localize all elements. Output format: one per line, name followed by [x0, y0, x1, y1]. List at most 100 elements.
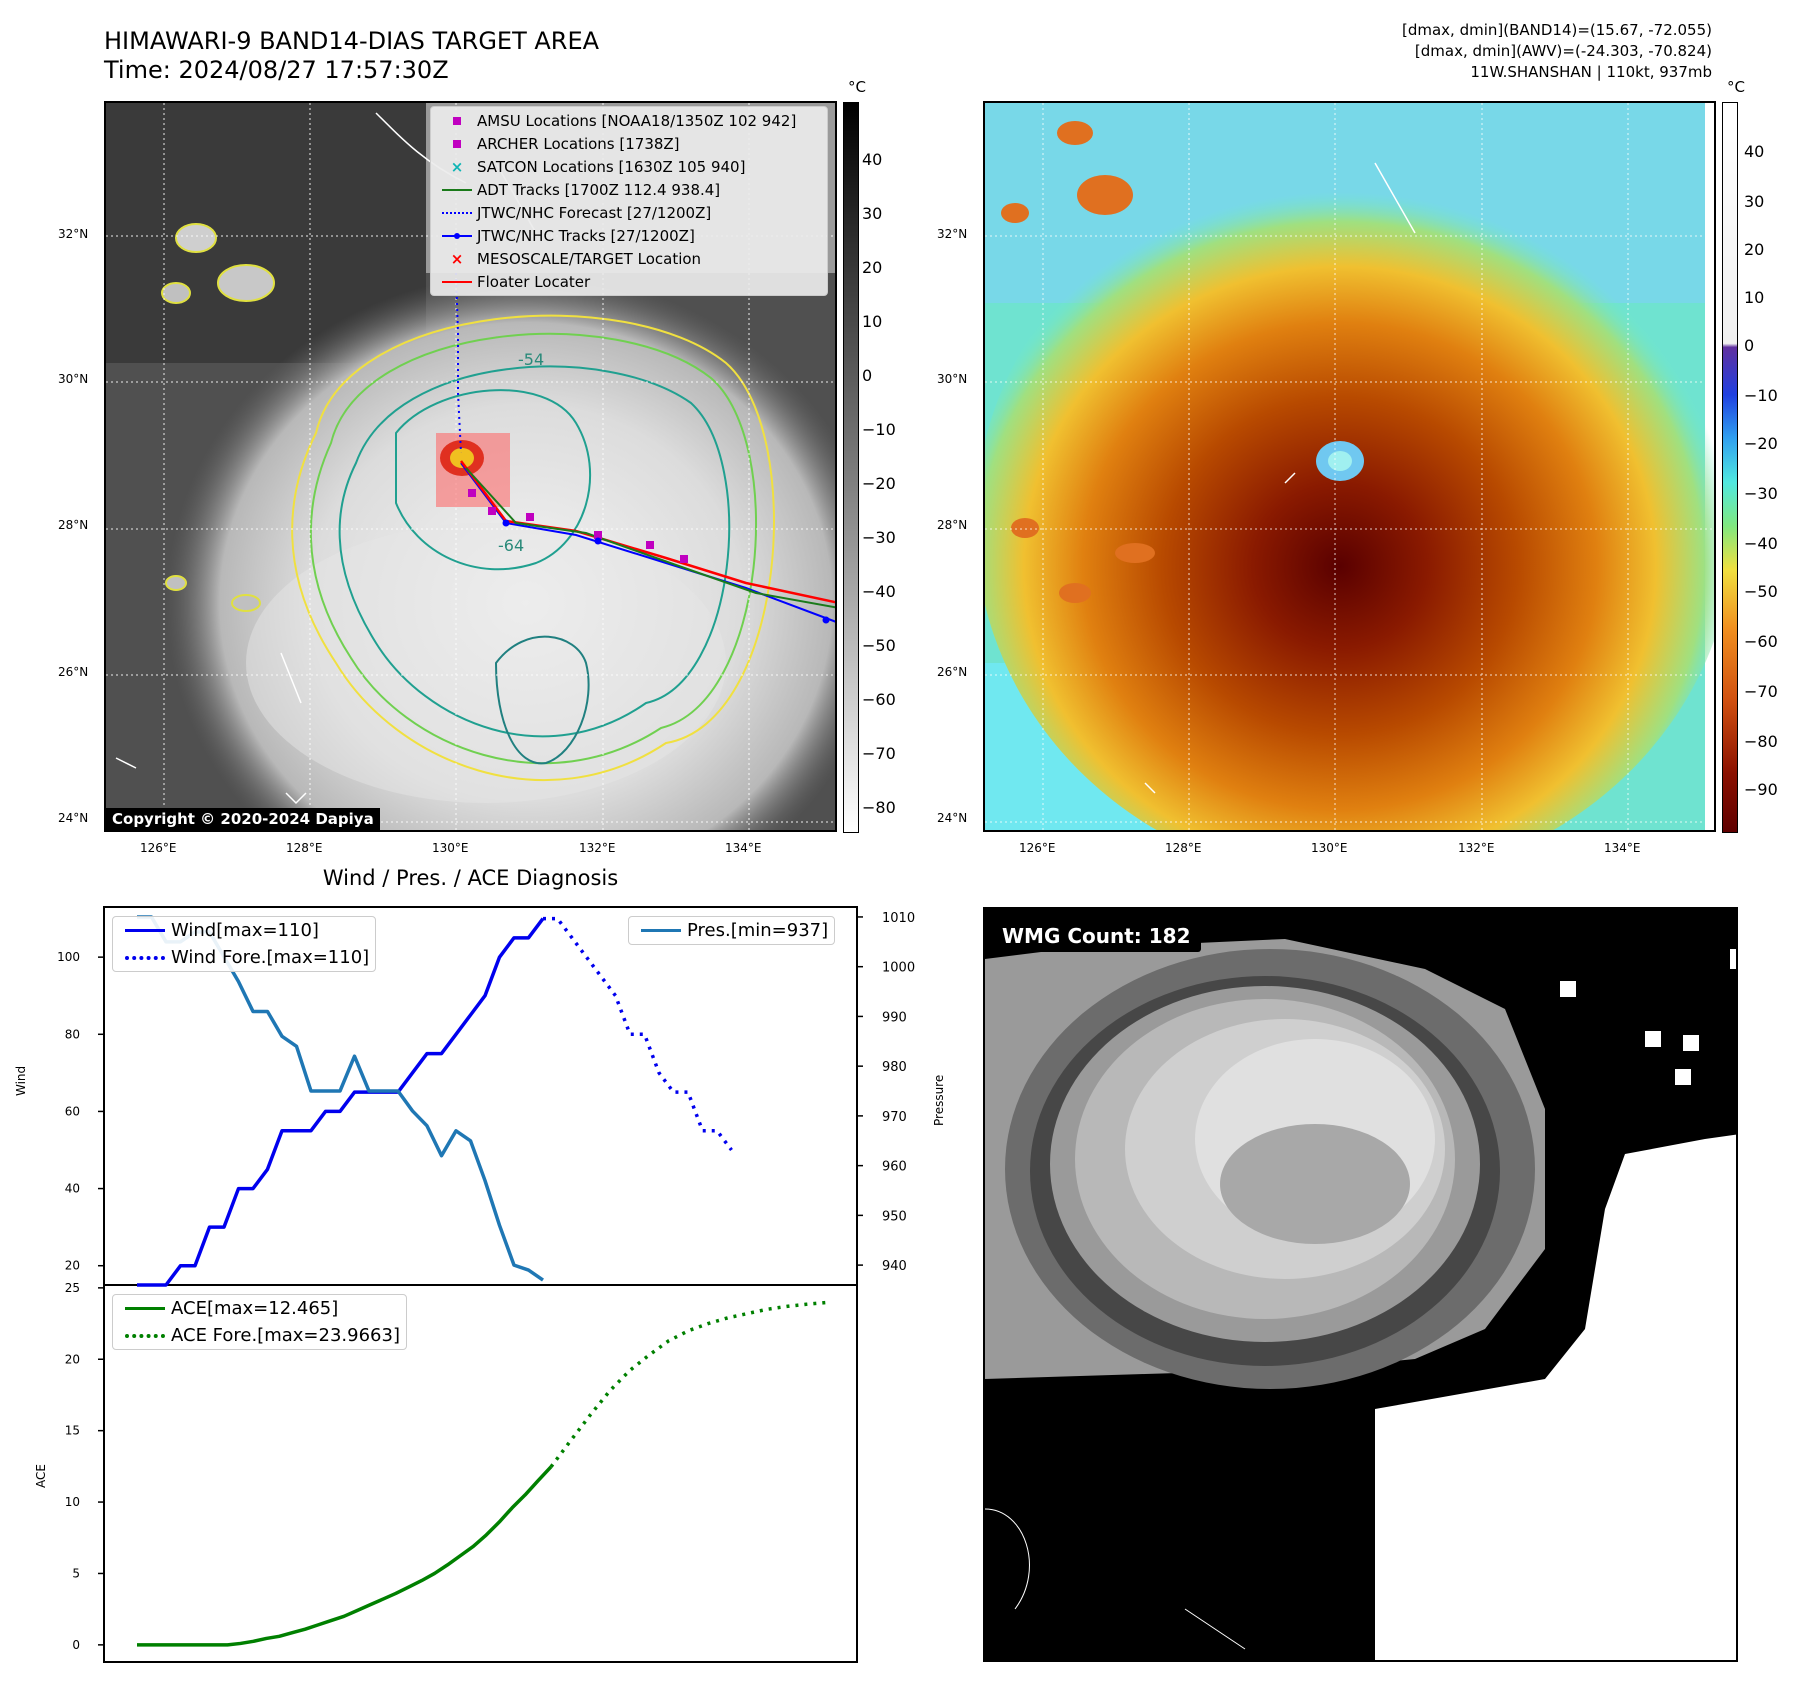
ace-tick-label: 15	[65, 1424, 80, 1438]
awv-map-panel	[983, 101, 1716, 832]
legend-wind-fore: Wind Fore.[max=110]	[113, 944, 375, 971]
ace-ylabel: ACE	[34, 1464, 48, 1488]
ir-colorbar-tick: −60	[862, 690, 896, 709]
lon-tick-label: 126°E	[140, 841, 177, 855]
info-line1: [dmax, dmin](BAND14)=(15.67, -72.055)	[1401, 21, 1712, 39]
legend-pres: Pres.[min=937]	[629, 917, 834, 944]
ir-colorbar-tick: −80	[862, 798, 896, 817]
lon-tick-label: 130°E	[1311, 841, 1348, 855]
awv-colorbar-tick: 40	[1744, 142, 1765, 161]
lat-tick-label: 30°N	[58, 372, 89, 386]
ir-colorbar-tick: 10	[862, 312, 883, 331]
lon-tick-label: 134°E	[1604, 841, 1641, 855]
awv-colorbar-tick: −40	[1744, 534, 1778, 553]
awv-colorbar-tick: −30	[1744, 484, 1778, 503]
ir-colorbar-tick: 20	[862, 258, 883, 277]
awv-colorbar-tick: −50	[1744, 582, 1778, 601]
legend-satcon: × SATCON Locations [1630Z 105 940]	[431, 155, 827, 178]
awv-colorbar-tick: 0	[1744, 336, 1755, 355]
awv-colorbar-tick: −20	[1744, 434, 1778, 453]
wind-tick-label: 80	[65, 1027, 80, 1041]
dot-line-icon	[437, 232, 477, 240]
dotted-line-icon	[119, 1333, 171, 1338]
contour-label-54: -54	[518, 350, 544, 369]
awv-colorbar-tick: −60	[1744, 632, 1778, 651]
info-line2: [dmax, dmin](AWV)=(-24.303, -70.824)	[1414, 42, 1712, 60]
square-marker-icon	[437, 116, 477, 125]
legend-floater: Floater Locater	[431, 270, 827, 293]
wind-tick-label: 40	[65, 1182, 80, 1196]
lon-tick-label: 128°E	[286, 841, 323, 855]
wind-series-line	[137, 917, 545, 1287]
ace-legend: ACE[max=12.465] ACE Fore.[max=23.9663]	[112, 1294, 407, 1350]
ir-colorbar-tick: −30	[862, 528, 896, 547]
awv-colorbar-tick: −80	[1744, 732, 1778, 751]
info-line3: 11W.SHANSHAN | 110kt, 937mb	[1470, 63, 1712, 81]
pressure-tick-label: 940	[882, 1259, 907, 1274]
line-icon	[635, 929, 687, 932]
lon-tick-label: 134°E	[725, 841, 762, 855]
lat-tick-label: 28°N	[937, 518, 968, 532]
wind-tick-label: 60	[65, 1104, 80, 1118]
legend-adt: ADT Tracks [1700Z 112.4 938.4]	[431, 178, 827, 201]
ir-colorbar-tick: −50	[862, 636, 896, 655]
ir-colorbar	[843, 102, 859, 833]
pressure-tick-label: 990	[882, 1010, 907, 1025]
wind-ylabel: Wind	[14, 1065, 28, 1096]
lat-tick-label: 26°N	[58, 665, 89, 679]
wind-tick-label: 20	[65, 1259, 80, 1273]
ace-tick-label: 10	[65, 1495, 80, 1509]
line-icon	[119, 929, 171, 932]
lon-tick-label: 130°E	[432, 841, 469, 855]
awv-colorbar-tick: 10	[1744, 288, 1765, 307]
line-icon	[437, 188, 477, 191]
ir-colorbar-tick: −70	[862, 744, 896, 763]
ir-colorbar-tick: 40	[862, 150, 883, 169]
ace-tick-label: 0	[72, 1638, 80, 1652]
pressure-tick-label: 980	[882, 1060, 907, 1075]
legend-ace-fore: ACE Fore.[max=23.9663]	[113, 1322, 406, 1349]
lat-tick-label: 32°N	[58, 227, 89, 241]
ace-tick-label: 25	[65, 1281, 80, 1295]
awv-colorbar	[1722, 102, 1738, 833]
legend-amsu: AMSU Locations [NOAA18/1350Z 102 942]	[431, 109, 827, 132]
awv-colorbar-unit: °C	[1727, 78, 1745, 96]
contour-label-64: -64	[498, 536, 524, 555]
legend-mesoscale: × MESOSCALE/TARGET Location	[431, 247, 827, 270]
awv-colorbar-tick: 30	[1744, 192, 1765, 211]
wind-tick-label: 100	[57, 950, 80, 964]
lat-tick-label: 30°N	[937, 372, 968, 386]
x-marker-icon: ×	[450, 249, 464, 268]
pressure-tick-label: 950	[882, 1209, 907, 1224]
awv-map-image	[985, 103, 1714, 830]
ir-colorbar-tick: −20	[862, 474, 896, 493]
legend-archer: ARCHER Locations [1738Z]	[431, 132, 827, 155]
wmg-panel	[983, 907, 1738, 1662]
wind-legend: Wind[max=110] Wind Fore.[max=110]	[112, 916, 377, 972]
lat-tick-label: 32°N	[937, 227, 968, 241]
pressure-tick-label: 960	[882, 1160, 907, 1175]
ir-colorbar-tick: 30	[862, 204, 883, 223]
lon-tick-label: 132°E	[1458, 841, 1495, 855]
pressure-tick-label: 1010	[882, 911, 915, 926]
lat-tick-label: 28°N	[58, 518, 89, 532]
pressure-tick-label: 970	[882, 1110, 907, 1125]
pressure-tick-label: 1000	[882, 961, 915, 976]
ir-colorbar-tick: 0	[862, 366, 873, 385]
wmg-image	[985, 909, 1736, 1660]
awv-colorbar-tick: −70	[1744, 682, 1778, 701]
ace-forecast-series-line	[549, 1300, 827, 1468]
lat-tick-label: 24°N	[58, 811, 89, 825]
legend-wind: Wind[max=110]	[113, 917, 375, 944]
line-icon	[119, 1307, 171, 1310]
line-icon	[437, 280, 477, 283]
ir-map-legend: AMSU Locations [NOAA18/1350Z 102 942] AR…	[430, 106, 828, 296]
dotted-line-icon	[119, 955, 171, 960]
awv-colorbar-tick: −90	[1744, 780, 1778, 799]
lat-tick-label: 26°N	[937, 665, 968, 679]
pressure-legend: Pres.[min=937]	[628, 916, 836, 945]
awv-colorbar-tick: 20	[1744, 240, 1765, 259]
ace-tick-label: 20	[65, 1352, 80, 1366]
ir-colorbar-tick: −10	[862, 420, 896, 439]
ir-colorbar-tick: −40	[862, 582, 896, 601]
